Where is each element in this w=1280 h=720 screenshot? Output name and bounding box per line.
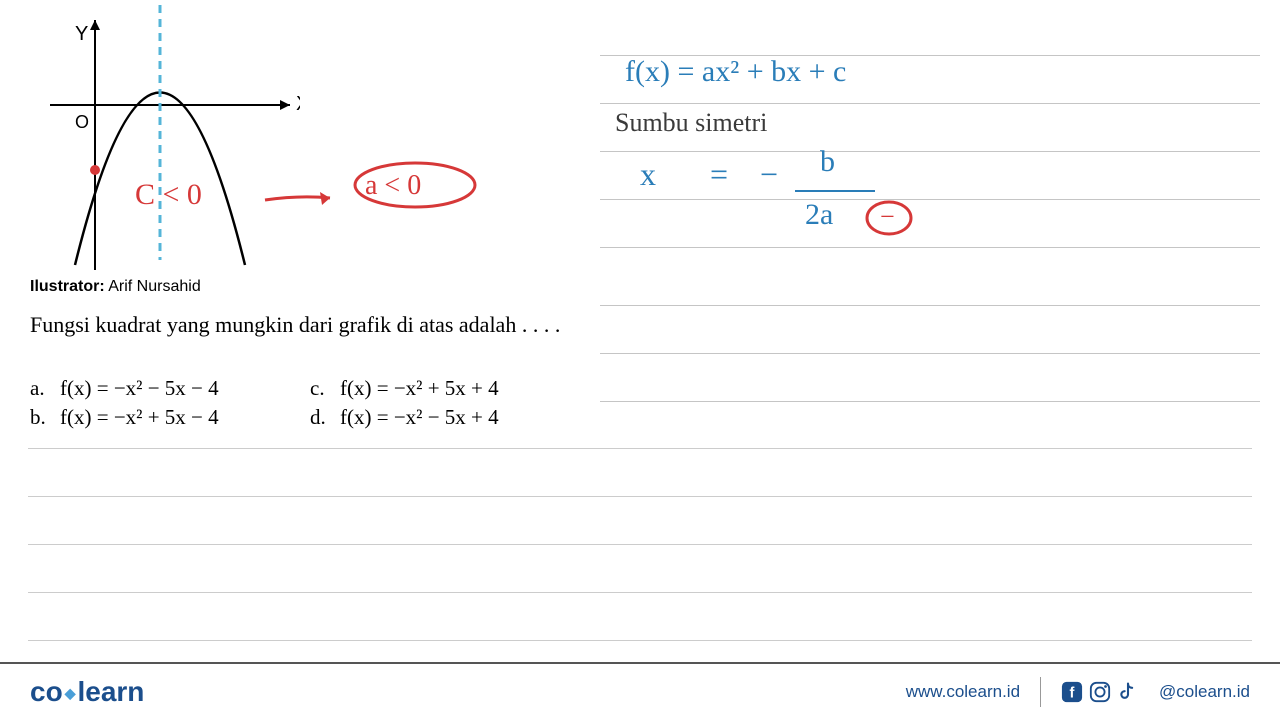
- tiktok-icon: [1117, 681, 1139, 703]
- svg-text:f: f: [1070, 686, 1075, 702]
- bottom-line-1: [28, 448, 1252, 449]
- symmetry-eq: =: [710, 156, 728, 193]
- social-icons: f: [1061, 681, 1139, 703]
- bottom-line-3: [28, 544, 1252, 545]
- bottom-line-5: [28, 640, 1252, 641]
- footer-right: www.colearn.id f @colearn.id: [906, 677, 1250, 707]
- symmetry-x: x: [640, 156, 656, 193]
- footer-handle: @colearn.id: [1159, 682, 1250, 702]
- option-d: d. f(x) = −x² − 5x + 4: [310, 405, 590, 430]
- illustrator-credit: Ilustrator: Arif Nursahid: [30, 278, 201, 296]
- colearn-logo: co◆learn: [30, 676, 144, 708]
- question-text: Fungsi kuadrat yang mungkin dari grafik …: [30, 310, 580, 341]
- option-b: b. f(x) = −x² + 5x − 4: [30, 405, 310, 430]
- bottom-line-4: [28, 592, 1252, 593]
- arrow-icon: [260, 180, 340, 220]
- footer: co◆learn www.colearn.id f @colearn.id: [0, 662, 1280, 720]
- instagram-icon: [1089, 681, 1111, 703]
- footer-divider: [1040, 677, 1041, 707]
- fraction-bar: [795, 190, 875, 192]
- bottom-line-2: [28, 496, 1252, 497]
- option-c: c. f(x) = −x² + 5x + 4: [310, 376, 590, 401]
- answer-options: a. f(x) = −x² − 5x − 4 c. f(x) = −x² + 5…: [30, 376, 590, 434]
- circle-minus-annotation: [862, 198, 917, 238]
- formula-quadratic: f(x) = ax² + bx + c: [625, 55, 846, 89]
- x-axis-label: X: [296, 93, 300, 115]
- option-a: a. f(x) = −x² − 5x − 4: [30, 376, 310, 401]
- fraction-top: b: [820, 145, 835, 179]
- fraction-bot: 2a: [805, 198, 833, 232]
- origin-label: O: [75, 112, 89, 132]
- annotation-c-lt-zero: C < 0: [135, 178, 202, 212]
- label-sumbu-simetri: Sumbu simetri: [615, 108, 767, 138]
- parabola-graph: X Y O: [40, 0, 300, 280]
- content-area: X Y O C < 0 a < 0 Ilustrator: Arif Nursa…: [0, 0, 1280, 650]
- facebook-icon: f: [1061, 681, 1083, 703]
- circle-a-annotation: [348, 158, 483, 213]
- footer-url: www.colearn.id: [906, 682, 1020, 702]
- symmetry-minus: −: [760, 156, 778, 193]
- y-axis-label: Y: [75, 23, 88, 45]
